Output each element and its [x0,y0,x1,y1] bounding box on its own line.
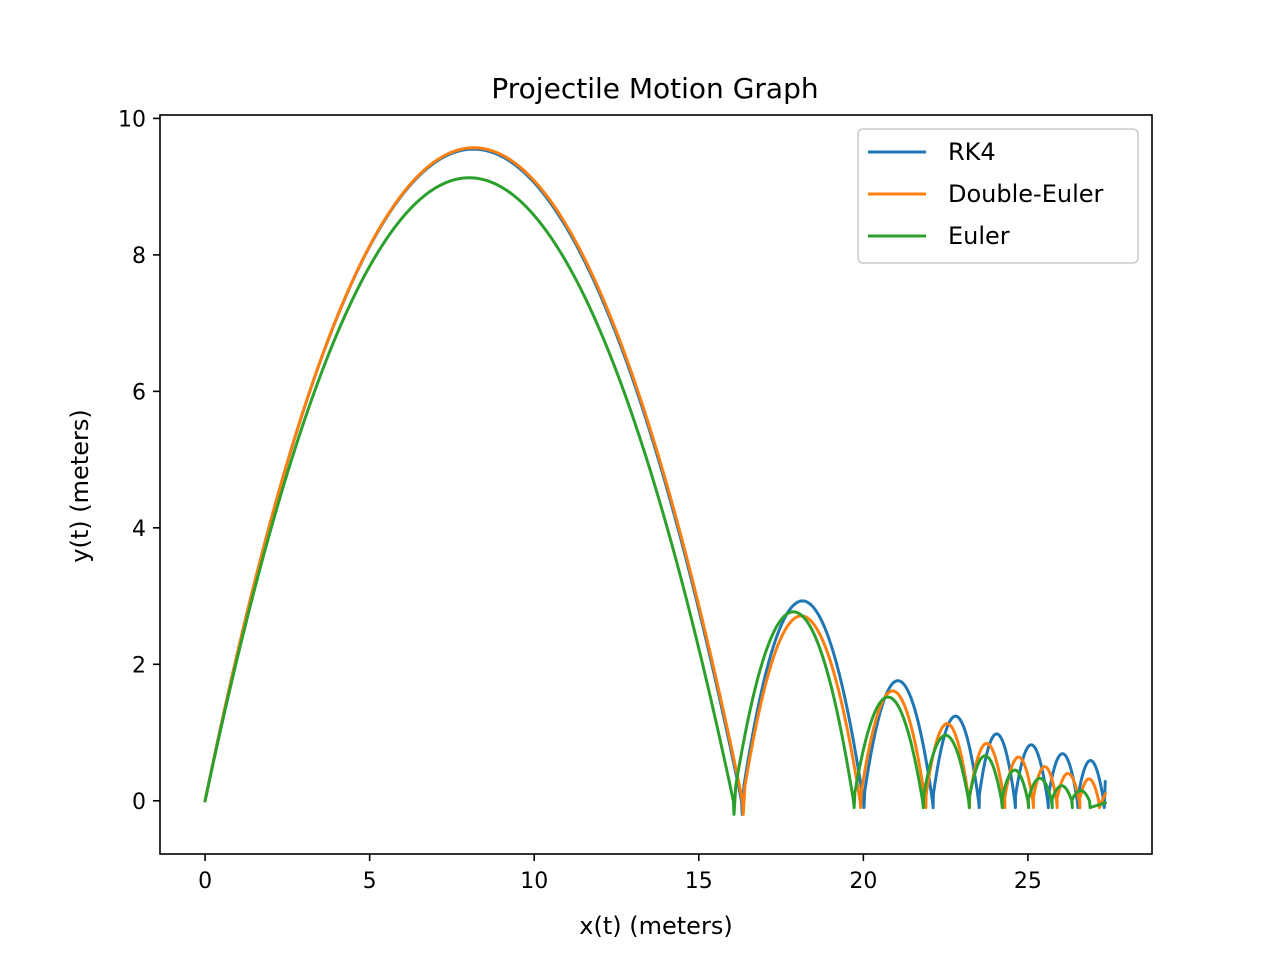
y-axis-label: y(t) (meters) [66,409,94,562]
series-line-double-euler [203,146,1108,816]
series-layer [203,146,1108,816]
y-axis: 0 2 4 6 8 10 [118,107,160,815]
x-axis-label: x(t) (meters) [579,912,732,940]
x-tick-label: 15 [685,869,713,894]
y-tick-label: 0 [132,790,146,815]
x-tick-label: 10 [520,869,548,894]
legend-label-double-euler: Double-Euler [948,180,1104,208]
x-axis: 0 5 10 15 20 25 [198,854,1042,894]
y-tick-label: 2 [132,653,146,678]
plot-area-frame [159,114,1153,855]
y-tick-label: 6 [132,380,146,405]
y-tick-label: 10 [118,107,146,132]
legend-box [857,128,1139,264]
x-tick-label: 20 [849,869,877,894]
legend-label-euler: Euler [948,222,1010,250]
chart-title: Projectile Motion Graph [491,72,818,105]
series-line-euler [203,176,1108,816]
legend: RK4 Double-Euler Euler [857,128,1139,264]
x-tick-label: 25 [1014,869,1042,894]
x-tick-label: 5 [363,869,377,894]
x-tick-label: 0 [198,869,212,894]
legend-label-rk4: RK4 [948,138,996,166]
y-tick-label: 4 [132,517,146,542]
y-tick-label: 8 [132,244,146,269]
